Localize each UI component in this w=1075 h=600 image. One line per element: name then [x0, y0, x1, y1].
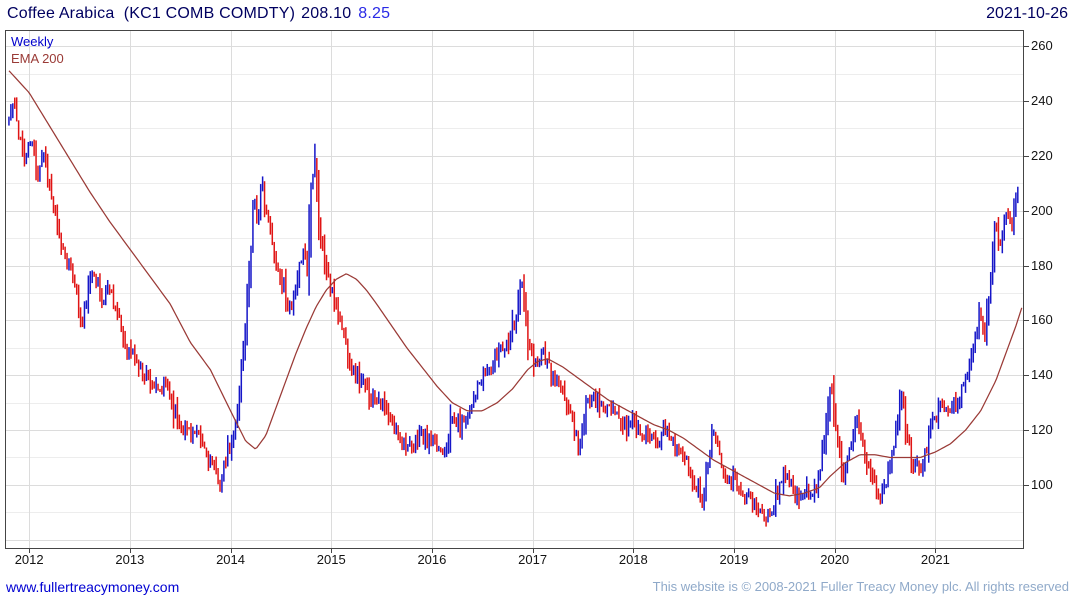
y-axis-label: 140 [1031, 367, 1053, 383]
y-axis-tick [1024, 156, 1029, 157]
price-chart-canvas[interactable] [5, 30, 1024, 549]
y-axis-label: 240 [1031, 92, 1053, 108]
x-axis-tick [29, 549, 30, 553]
x-axis-label: 2019 [719, 552, 749, 567]
x-axis-label: 2020 [820, 552, 850, 567]
x-axis-tick [432, 549, 433, 553]
x-axis-tick [331, 549, 332, 553]
x-axis-label: 2015 [316, 552, 346, 567]
chart-header: Coffee Arabica (KC1 COMB COMDTY) 208.10 8.… [0, 0, 1075, 29]
x-axis-label: 2017 [518, 552, 548, 567]
x-axis-tick [130, 549, 131, 553]
y-axis-label: 120 [1031, 422, 1053, 438]
x-axis-label: 2012 [14, 552, 44, 567]
y-axis-tick [1024, 430, 1029, 431]
instrument-name: Coffee Arabica (KC1 COMB COMDTY) [7, 5, 296, 22]
chart-title: Coffee Arabica (KC1 COMB COMDTY) 208.10 8.… [7, 5, 390, 23]
y-axis-label: 220 [1031, 147, 1053, 163]
y-axis-tick [1024, 211, 1029, 212]
x-axis-tick [533, 549, 534, 553]
y-axis-tick [1024, 266, 1029, 267]
site-link[interactable]: www.fullertreacymoney.com [6, 579, 180, 595]
price-change: 8.25 [358, 5, 391, 22]
x-axis-tick [734, 549, 735, 553]
y-axis-label: 260 [1031, 38, 1053, 54]
x-axis-tick [231, 549, 232, 553]
y-axis-tick [1024, 101, 1029, 102]
x-axis-label: 2013 [115, 552, 145, 567]
ema-200-label: EMA 200 [11, 51, 64, 66]
x-axis-tick [835, 549, 836, 553]
y-axis-label: 200 [1031, 202, 1053, 218]
x-axis-tick [633, 549, 634, 553]
footer: www.fullertreacymoney.com This website i… [0, 574, 1075, 600]
y-axis-tick [1024, 46, 1029, 47]
y-axis-tick [1024, 485, 1029, 486]
x-axis-label: 2016 [417, 552, 447, 567]
y-axis-tick [1024, 375, 1029, 376]
copyright-text: This website is © 2008-2021 Fuller Treac… [652, 579, 1069, 594]
x-axis-label: 2018 [618, 552, 648, 567]
last-price: 208.10 [301, 5, 352, 22]
y-axis-label: 180 [1031, 257, 1053, 273]
y-axis-tick [1024, 320, 1029, 321]
y-axis-label: 160 [1031, 312, 1053, 328]
y-axis-label: 100 [1031, 476, 1053, 492]
timeframe-label: Weekly [11, 34, 54, 49]
as-of-date: 2021-10-26 [986, 5, 1068, 22]
x-axis-label: 2014 [216, 552, 245, 567]
x-axis-tick [935, 549, 936, 553]
x-axis-label: 2021 [920, 552, 950, 567]
